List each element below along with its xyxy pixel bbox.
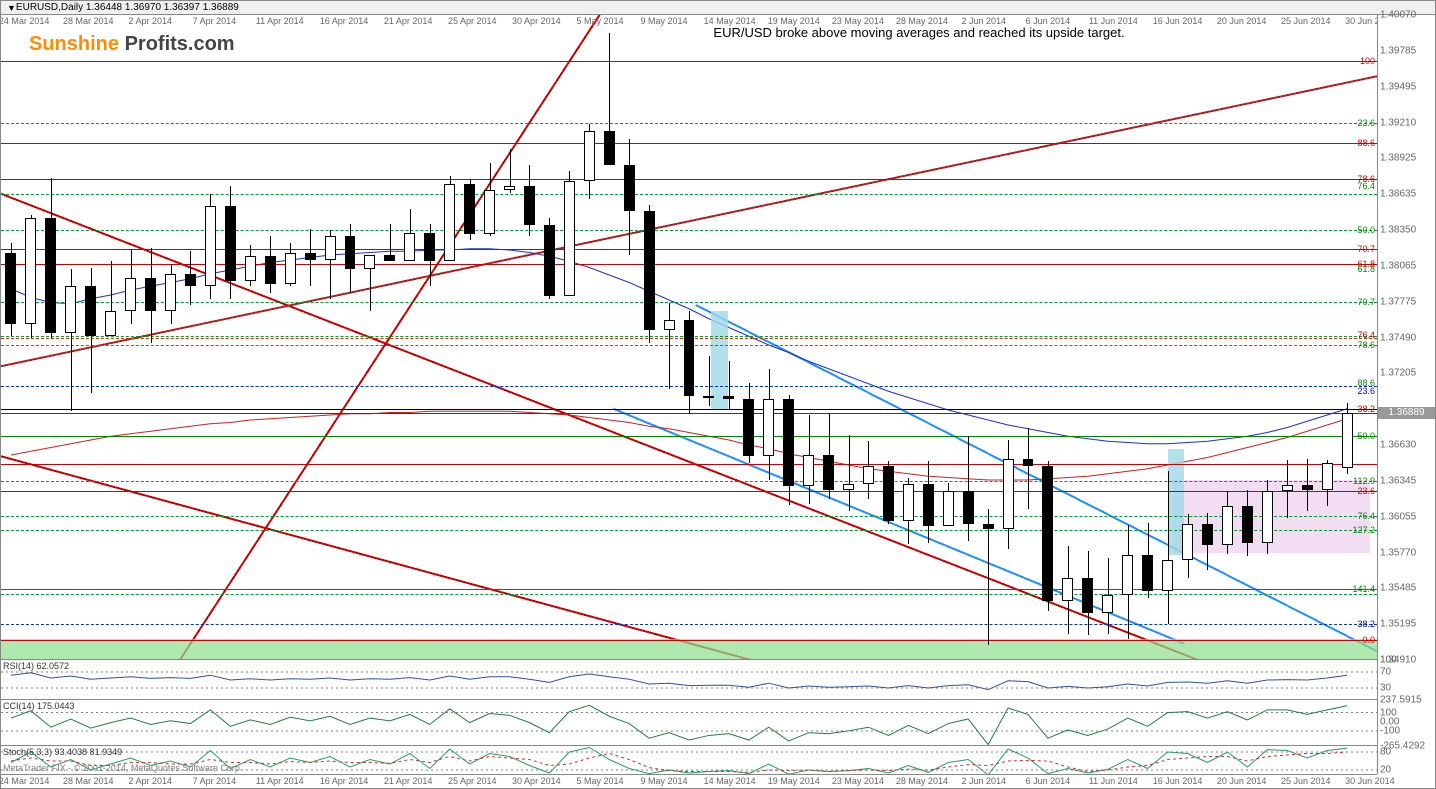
x-tick: 25 Jun 2014 (1281, 776, 1331, 786)
y-tick: 1.36630 (1380, 440, 1416, 451)
x-tick: 5 May 2014 (576, 776, 623, 786)
x-tick: 6 Jun 2014 (1026, 776, 1071, 786)
x-tick-inner: 21 Apr 2014 (384, 16, 433, 658)
cci-label: CCI(14) 175.0443 (3, 701, 75, 711)
chart-window: ▼ EURUSD,Daily 1.36448 1.36970 1.36397 1… (0, 0, 1436, 789)
x-tick-inner: 9 May 2014 (641, 16, 688, 658)
x-tick: 9 May 2014 (641, 776, 688, 786)
y-tick: 1.38350 (1380, 225, 1416, 236)
y-tick: 1.38065 (1380, 260, 1416, 271)
y-tick: 1.36055 (1380, 511, 1416, 522)
x-tick-inner: 25 Apr 2014 (448, 16, 497, 658)
stoch-label: Stoch(5,3,3) 93.4038 81.9349 (3, 747, 122, 757)
x-tick: 24 Mar 2014 (0, 776, 49, 786)
x-tick-inner: 30 Apr 2014 (512, 16, 561, 658)
y-tick: 1.37205 (1380, 368, 1416, 379)
y-tick: 1.39785 (1380, 45, 1416, 56)
x-tick: 11 Apr 2014 (256, 776, 304, 786)
x-tick-inner: 28 Mar 2014 (63, 16, 114, 658)
y-tick: 70 (1380, 667, 1391, 678)
x-tick-inner: 19 May 2014 (768, 16, 820, 658)
x-tick-inner: 16 Jun 2014 (1153, 16, 1203, 658)
y-tick: 20 (1380, 765, 1391, 776)
x-tick-inner: 11 Jun 2014 (1089, 16, 1138, 658)
candle-body (1202, 524, 1213, 545)
x-tick: 16 Apr 2014 (320, 776, 369, 786)
x-tick-inner: 20 Jun 2014 (1217, 16, 1267, 658)
rsi-label: RSI(14) 62.0572 (3, 661, 69, 671)
x-tick: 25 Apr 2014 (448, 776, 497, 786)
y-tick: 1.38635 (1380, 189, 1416, 200)
x-tick: 21 Apr 2014 (384, 776, 433, 786)
candle-body (624, 165, 635, 211)
chart-area[interactable]: Sunshine Profits.com EUR/USD broke above… (1, 15, 1377, 774)
y-tick: 1.39210 (1380, 117, 1416, 128)
y-tick: 237.5915 (1380, 695, 1422, 706)
price-pane[interactable]: Sunshine Profits.com EUR/USD broke above… (1, 15, 1377, 660)
y-tick: 1.39495 (1380, 81, 1416, 92)
x-tick-inner: 23 May 2014 (832, 16, 884, 658)
x-tick: 30 Apr 2014 (512, 776, 561, 786)
chart-annotation: EUR/USD broke above moving averages and … (689, 25, 1149, 42)
candle-body (305, 253, 316, 261)
x-tick: 7 Apr 2014 (193, 776, 237, 786)
x-tick: 11 Jun 2014 (1089, 776, 1138, 786)
x-tick-inner: 14 May 2014 (704, 16, 756, 658)
watermark-suffix: Profits.com (119, 33, 235, 55)
price-marker: 1.36889 (1378, 407, 1435, 419)
stoch-pane[interactable]: Stoch(5,3,3) 93.4038 81.9349 MetaTrader … (1, 746, 1377, 774)
y-tick: 1.36345 (1380, 475, 1416, 486)
rsi-pane[interactable]: RSI(14) 62.0572 (1, 660, 1377, 700)
y-tick: 1.35770 (1380, 547, 1416, 558)
x-tick-inner: 28 May 2014 (896, 16, 948, 658)
x-tick: 16 Jun 2014 (1153, 776, 1203, 786)
rsi-svg (1, 660, 1377, 699)
x-tick: 23 May 2014 (832, 776, 884, 786)
x-tick: 14 May 2014 (704, 776, 756, 786)
x-tick: 30 Jun 2014 (1345, 776, 1395, 786)
y-tick: -100 (1380, 725, 1400, 736)
x-axis: 24 Mar 2014 28 Mar 2014 2 Apr 2014 7 Apr 20… (1, 774, 1377, 788)
x-tick-inner: 24 Mar 2014 (1, 16, 49, 658)
x-tick-inner: 16 Apr 2014 (320, 16, 369, 658)
watermark-brand: Sunshine (29, 33, 119, 55)
x-tick-inner: 2 Jun 2014 (962, 16, 1007, 658)
candle-body (564, 181, 575, 296)
y-tick: 1.35485 (1380, 583, 1416, 594)
x-tick-inner: 11 Apr 2014 (256, 16, 304, 658)
x-tick: 28 May 2014 (896, 776, 948, 786)
chart-title: EURUSD,Daily 1.36448 1.36970 1.36397 1.3… (16, 2, 239, 13)
copyright: MetaTrader FIX - © 2001-2014, MetaQuotes… (3, 763, 242, 773)
candle-body (245, 256, 256, 281)
y-tick: 1.40070 (1380, 10, 1416, 21)
x-tick-inner: 5 May 2014 (576, 16, 623, 658)
y-tick: 1.35195 (1380, 619, 1416, 630)
y-axis: 1.400701.397851.394951.392101.389251.386… (1377, 15, 1435, 774)
y-tick: 1.37490 (1380, 332, 1416, 343)
y-tick: 100 (1380, 655, 1397, 666)
x-tick-inner: 7 Apr 2014 (193, 16, 237, 658)
candle-body (1142, 555, 1153, 591)
x-tick-inner: 6 Jun 2014 (1026, 16, 1071, 658)
x-tick: 2 Apr 2014 (128, 776, 172, 786)
y-tick: 30 (1380, 683, 1391, 694)
cci-svg (1, 700, 1377, 745)
chart-header: ▼ EURUSD,Daily 1.36448 1.36970 1.36397 1… (1, 1, 1435, 15)
x-tick: 19 May 2014 (768, 776, 820, 786)
x-tick-inner: 2 Apr 2014 (128, 16, 172, 658)
x-tick-inner: 30 Jun 2014 (1345, 16, 1377, 658)
candle-body (883, 466, 894, 521)
x-tick: 2 Jun 2014 (962, 776, 1007, 786)
y-tick: 1.38925 (1380, 153, 1416, 164)
dropdown-icon[interactable]: ▼ (7, 3, 16, 13)
cci-pane[interactable]: CCI(14) 175.0443 (1, 700, 1377, 746)
x-tick-inner: 25 Jun 2014 (1281, 16, 1331, 658)
watermark: Sunshine Profits.com (29, 33, 235, 56)
y-tick: 80 (1380, 747, 1391, 758)
x-tick: 28 Mar 2014 (63, 776, 114, 786)
y-tick: 1.37775 (1380, 296, 1416, 307)
x-tick: 20 Jun 2014 (1217, 776, 1267, 786)
